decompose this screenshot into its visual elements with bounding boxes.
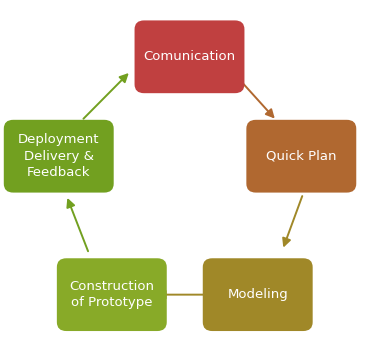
Text: Quick Plan: Quick Plan (266, 150, 337, 163)
Text: Comunication: Comunication (143, 50, 236, 63)
FancyBboxPatch shape (246, 120, 356, 192)
FancyBboxPatch shape (135, 20, 244, 93)
Text: Deployment
Delivery &
Feedback: Deployment Delivery & Feedback (18, 133, 100, 179)
FancyBboxPatch shape (4, 120, 114, 192)
Text: Construction
of Prototype: Construction of Prototype (69, 280, 154, 310)
FancyBboxPatch shape (203, 258, 313, 331)
Text: Modeling: Modeling (227, 288, 288, 301)
FancyBboxPatch shape (57, 258, 167, 331)
